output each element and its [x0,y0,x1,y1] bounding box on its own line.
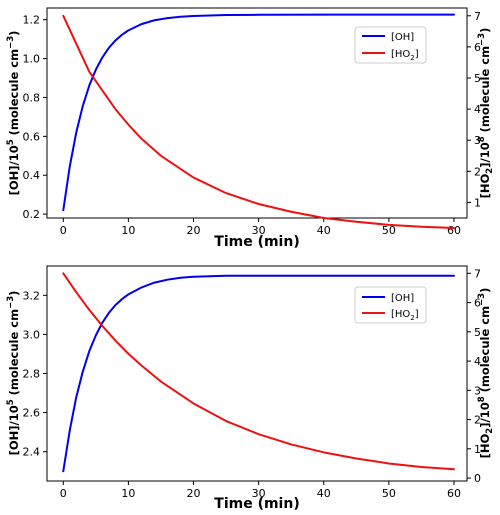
y-right-axis-label: [HO2]/108 (molecule cm−3) [477,288,495,459]
x-tick-label: 10 [121,487,135,500]
y-right-tick-label: 7 [474,10,481,23]
y-left-tick-label: 1.0 [23,53,41,66]
x-tick-label: 10 [121,224,135,237]
y-left-tick-label: 0.6 [23,130,41,143]
legend-oh-label: [OH] [391,32,414,43]
series-line-oh [62,274,455,473]
y-right-tick-label: 0 [474,472,481,485]
x-ticks: 0 10 20 30 40 50 60 [60,481,461,500]
x-axis-label: Time (min) [214,496,299,512]
x-tick-label: 60 [447,224,461,237]
y-left-tick-label: 3.2 [23,289,41,302]
x-tick-label: 60 [447,487,461,500]
y-right-tick-label: 1 [474,443,481,456]
chart-panel-top: 0 10 20 30 40 50 60 0.2 0.4 0.6 0.8 1.0 1.2 1 2 3 4 5 6 7… [6,7,495,250]
y-right-tick-label: 3 [474,134,481,147]
y-right-ticks: 1 2 3 4 5 6 7 [467,10,481,209]
x-tick-label: 30 [252,224,266,237]
x-tick-label: 0 [60,487,67,500]
x-tick-label: 40 [317,224,331,237]
y-right-tick-label: 1 [474,196,481,209]
y-left-tick-label: 1.2 [23,14,41,27]
legend: [OH] [HO2] [354,286,427,324]
y-left-tick-label: 0.2 [23,208,41,221]
y-right-tick-label: 6 [474,297,481,310]
series-line-oh [62,13,455,212]
legend-oh-label: [OH] [391,293,414,304]
y-left-tick-label: 2.6 [23,407,41,420]
x-tick-label: 40 [317,487,331,500]
x-tick-label: 30 [252,487,266,500]
x-axis-label: Time (min) [214,234,299,250]
y-left-ticks: 2.4 2.6 2.8 3.0 3.2 [23,289,47,459]
y-right-tick-label: 5 [474,72,481,85]
y-left-tick-label: 2.8 [23,368,41,381]
y-right-tick-label: 3 [474,384,481,397]
y-right-axis-label: [HO2]/108 (molecule cm−3) [477,28,495,199]
y-left-axis-label: [OH]/105 (molecule cm−3) [6,31,21,196]
series-line-ho2 [62,14,455,229]
series-layer [62,272,455,473]
y-right-tick-label: 2 [474,414,481,427]
y-right-ticks: 0 1 2 3 4 5 6 7 [467,267,481,485]
y-left-tick-label: 2.4 [23,446,41,459]
y-left-tick-label: 3.0 [23,328,41,341]
y-right-tick-label: 4 [474,103,481,116]
series-layer [62,13,455,229]
series-line-ho2 [62,272,455,471]
x-tick-label: 20 [187,224,201,237]
y-right-tick-label: 6 [474,41,481,54]
y-right-tick-label: 2 [474,165,481,178]
legend: [OH] [HO2] [354,26,427,64]
y-left-ticks: 0.2 0.4 0.6 0.8 1.0 1.2 [23,14,47,221]
y-right-tick-label: 4 [474,355,481,368]
chart-panel-bottom: 0 10 20 30 40 50 60 2.4 2.6 2.8 3.0 3.2 0 1 2 3 4 5 6 7 T… [6,265,495,512]
plot-frame [46,7,468,219]
x-tick-label: 50 [382,487,396,500]
x-tick-label: 0 [60,224,67,237]
y-left-axis-label: [OH]/105 (molecule cm−3) [6,291,21,456]
y-right-tick-label: 7 [474,267,481,280]
x-tick-label: 50 [382,224,396,237]
x-tick-label: 20 [187,487,201,500]
y-left-tick-label: 0.4 [23,169,41,182]
y-left-tick-label: 0.8 [23,91,41,104]
y-right-tick-label: 5 [474,326,481,339]
